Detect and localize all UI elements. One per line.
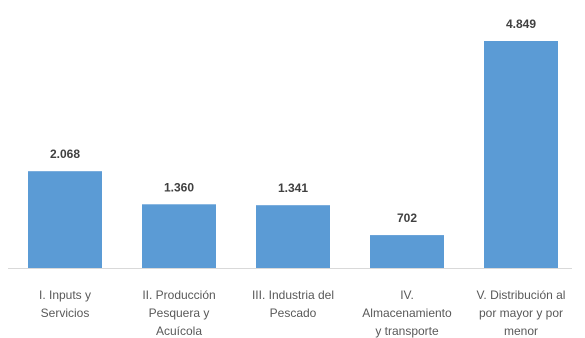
category-label: II. Producción Pesquera y Acuícola bbox=[142, 288, 215, 338]
category-label-line: Pesquera y bbox=[149, 306, 210, 320]
category-label-line: III. Industria del bbox=[252, 288, 334, 302]
data-labels: 2.068 1.360 1.341 702 4.849 bbox=[50, 17, 536, 225]
x-axis-tick-labels: I. Inputs y Servicios II. Producción Pesque… bbox=[39, 288, 565, 338]
category-label: I. Inputs y Servicios bbox=[39, 288, 91, 320]
category-label-line: Servicios bbox=[41, 306, 90, 320]
bar-value-label: 1.341 bbox=[278, 181, 308, 195]
category-label: III. Industria del Pescado bbox=[252, 288, 334, 320]
bar-value-label: 2.068 bbox=[50, 147, 80, 161]
bar bbox=[484, 41, 558, 268]
bar bbox=[370, 235, 444, 268]
category-label-line: Acuícola bbox=[156, 324, 202, 338]
bar bbox=[142, 204, 216, 268]
bar-value-label: 1.360 bbox=[164, 180, 194, 194]
category-label: V. Distribución al por mayor y por menor bbox=[477, 288, 566, 338]
category-label-line: menor bbox=[504, 324, 538, 338]
bar-value-label: 702 bbox=[397, 211, 417, 225]
category-label-line: por mayor y por bbox=[479, 306, 563, 320]
category-label-line: Almacenamiento bbox=[362, 306, 452, 320]
category-label-line: I. Inputs y bbox=[39, 288, 91, 302]
bar bbox=[28, 171, 102, 268]
category-label-line: Pescado bbox=[270, 306, 317, 320]
bar bbox=[256, 205, 330, 268]
category-label: IV. Almacenamiento y transporte bbox=[362, 288, 452, 338]
category-label-line: IV. bbox=[400, 288, 414, 302]
bar-value-label: 4.849 bbox=[506, 17, 536, 31]
bar-series bbox=[28, 41, 558, 268]
category-label-line: y transporte bbox=[375, 324, 439, 338]
category-label-line: II. Producción bbox=[142, 288, 215, 302]
category-label-line: V. Distribución al bbox=[477, 288, 566, 302]
